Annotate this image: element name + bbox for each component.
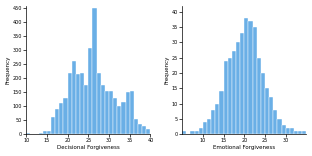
Bar [182,131,186,134]
Bar [59,103,63,134]
Bar [195,131,199,134]
Bar [68,73,72,134]
Bar [265,88,269,134]
Bar [72,61,76,134]
Bar [298,131,302,134]
Bar [199,128,203,134]
Bar [138,124,142,134]
Bar [232,51,236,134]
Bar [277,119,282,134]
Bar [142,126,146,134]
Bar [113,98,117,134]
Bar [228,58,232,134]
Bar [80,73,84,134]
Bar [105,91,109,134]
Bar [26,133,30,134]
Bar [211,110,215,134]
Bar [92,8,97,134]
Bar [244,18,248,134]
Bar [47,131,51,134]
Bar [146,129,150,134]
Bar [203,122,207,134]
Bar [55,109,59,134]
Bar [215,104,219,134]
Y-axis label: Frequency: Frequency [6,56,11,84]
Y-axis label: Frequency: Frequency [165,56,170,84]
Bar [134,119,138,134]
Bar [273,110,277,134]
Bar [39,133,43,134]
Bar [130,91,134,134]
Bar [294,131,298,134]
Bar [302,131,306,134]
Bar [97,73,101,134]
Bar [236,42,240,134]
Bar [117,106,121,134]
Bar [257,58,261,134]
Bar [126,92,130,134]
Bar [190,131,195,134]
Bar [63,98,68,134]
Bar [253,27,257,134]
Bar [51,117,55,134]
Bar [286,128,290,134]
Bar [282,125,286,134]
Bar [269,98,273,134]
X-axis label: Emotional Forgiveness: Emotional Forgiveness [213,145,275,150]
Bar [43,131,47,134]
Bar [240,33,244,134]
Bar [84,85,88,134]
Bar [219,91,224,134]
Bar [261,73,265,134]
Bar [76,74,80,134]
Bar [248,21,253,134]
Bar [224,61,228,134]
X-axis label: Decisional Forgiveness: Decisional Forgiveness [57,145,120,150]
Bar [101,85,105,134]
Bar [109,91,113,134]
Bar [88,48,92,134]
Bar [121,102,126,134]
Bar [290,128,294,134]
Bar [207,119,211,134]
